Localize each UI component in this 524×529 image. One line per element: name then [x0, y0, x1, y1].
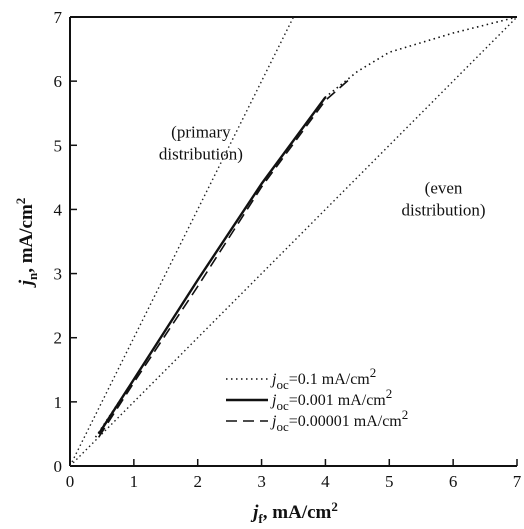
reference-line-label: distribution): [159, 145, 243, 164]
y-tick-label: 6: [54, 72, 63, 91]
plot-area: 0 1 2 3 4 5 6 7 0 1 2 3 4 5 6 7 jf, mA/cm2 jn, mA/cm2 (pri…: [13, 8, 522, 526]
y-axis-title: jn, mA/cm2: [13, 198, 40, 289]
y-tick-label: 5: [54, 136, 63, 155]
reference-line-label: (even: [425, 178, 463, 197]
x-tick-label: 2: [193, 472, 202, 491]
legend-label: joc=0.001 mA/cm2: [270, 386, 392, 413]
x-tick-label: 3: [257, 472, 266, 491]
x-tick-label: 1: [130, 472, 139, 491]
reference-line-label: (primary: [171, 123, 231, 142]
x-axis-title: jf, mA/cm2: [250, 499, 338, 526]
x-tick-label: 7: [513, 472, 522, 491]
series-line: [97, 96, 327, 435]
y-tick-label: 2: [54, 329, 63, 348]
y-tick-label: 4: [54, 200, 63, 219]
y-tick-label: 1: [54, 393, 63, 412]
legend-label: joc=0.00001 mA/cm2: [270, 407, 408, 434]
reference-line: [70, 17, 295, 466]
x-tick-label: 6: [449, 472, 458, 491]
y-tick-label: 7: [54, 8, 63, 27]
x-tick-label: 4: [321, 472, 330, 491]
x-tick-label: 0: [66, 472, 75, 491]
y-tick-label: 0: [54, 457, 63, 476]
legend-label: joc=0.1 mA/cm2: [270, 365, 376, 392]
reference-line-label: distribution): [402, 200, 486, 219]
series-line: [98, 77, 352, 438]
y-tick-label: 3: [54, 265, 63, 284]
reference-line: [70, 17, 517, 466]
x-tick-label: 5: [385, 472, 394, 491]
